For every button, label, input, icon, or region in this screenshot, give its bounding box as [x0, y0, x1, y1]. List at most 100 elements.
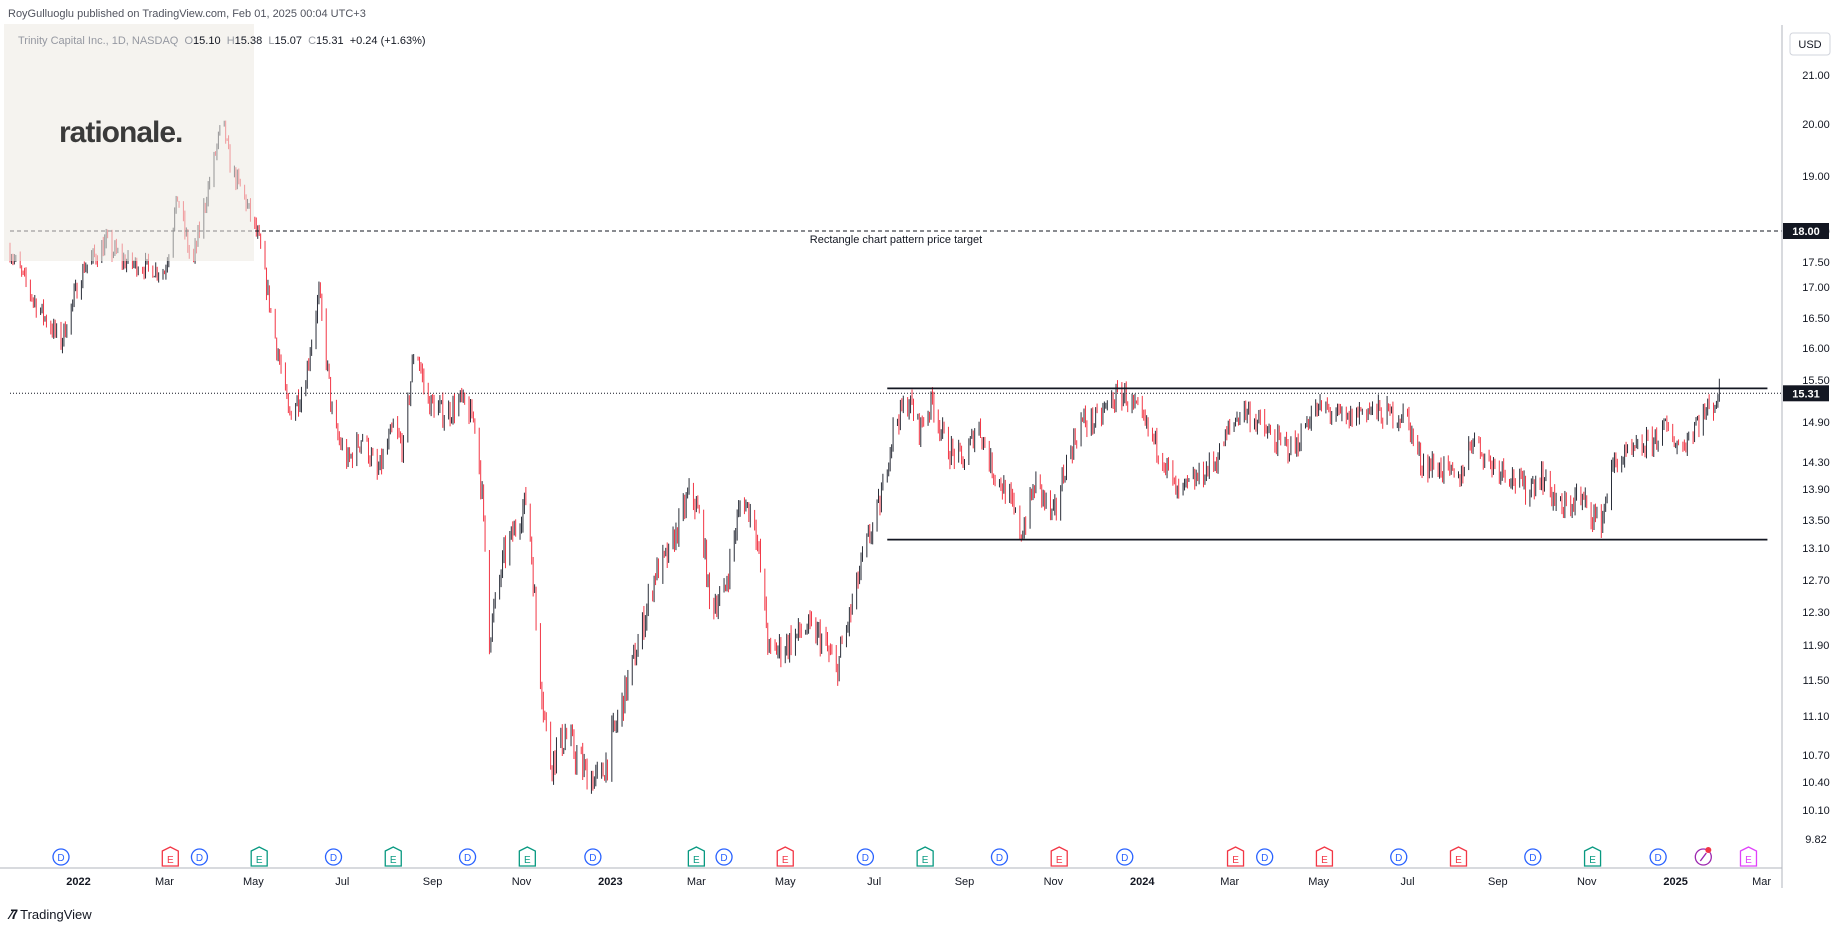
earnings-marker-icon — [384, 846, 402, 867]
earnings-marker-icon — [1050, 846, 1068, 867]
earnings-marker-label: E — [167, 855, 174, 866]
price-tick-label: 14.30 — [1802, 457, 1830, 469]
dividend-marker-icon — [52, 848, 70, 866]
price-tick-label: 21.00 — [1802, 70, 1830, 82]
earnings-marker-label: E — [1321, 855, 1328, 866]
earnings-marker-label: E — [1455, 855, 1462, 866]
earnings-marker-icon — [161, 846, 179, 867]
time-tick-label: May — [1308, 876, 1329, 888]
dividend-marker-label: D — [330, 853, 337, 864]
price-tick-label: 11.50 — [1803, 675, 1830, 687]
earnings-marker-icon — [250, 846, 268, 867]
dividend-marker-label: D — [996, 853, 1003, 864]
price-tick-label: 17.00 — [1802, 282, 1830, 294]
dividend-marker-icon — [1390, 848, 1408, 866]
dividend-marker-icon — [190, 848, 209, 866]
18.00-badge-label: 18.00 — [1792, 226, 1820, 238]
time-tick-label: May — [775, 876, 796, 888]
dividend-marker-icon — [1116, 848, 1134, 866]
price-tick-label: 14.90 — [1802, 417, 1830, 429]
dividend-marker-icon — [1256, 848, 1274, 866]
dividend-marker-label: D — [57, 853, 64, 864]
price-tick-label: 13.10 — [1802, 543, 1830, 555]
dividend-marker-label: D — [1529, 853, 1536, 864]
dividend-marker-label: D — [1261, 853, 1268, 864]
legend-symbol: Trinity Capital Inc., 1D, NASDAQ — [18, 35, 179, 47]
price-tick-label: 17.50 — [1802, 257, 1830, 269]
earnings-marker-icon — [776, 846, 794, 867]
legend-close: 15.31 — [316, 35, 344, 47]
price-tick-label: 11.10 — [1803, 711, 1830, 723]
dividend-marker-label: D — [720, 853, 727, 864]
price-tick-label: 20.00 — [1802, 119, 1830, 131]
earnings-marker-icon — [1315, 846, 1334, 867]
price-tick-label: 12.70 — [1802, 575, 1830, 587]
earnings-marker-icon — [687, 846, 706, 867]
earnings-marker-label: E — [256, 855, 263, 866]
split-marker-slash — [1699, 852, 1707, 862]
earnings-marker-label: E — [390, 855, 397, 866]
dividend-marker-icon — [584, 848, 602, 866]
price-tick-label: 16.50 — [1802, 313, 1830, 325]
symbol-legend: Trinity Capital Inc., 1D, NASDAQ O15.10 … — [18, 35, 426, 47]
legend-low-label: L — [268, 35, 275, 47]
price-tick-label: 11.90 — [1803, 640, 1830, 652]
last-price-badge-label: 15.31 — [1792, 388, 1820, 400]
time-tick-label: Sep — [1488, 876, 1508, 888]
legend-open-label: O — [184, 35, 194, 47]
price-tick-label: 19.00 — [1802, 171, 1830, 183]
tradingview-logo-icon: ⁄7 — [10, 906, 18, 922]
earnings-marker-icon — [916, 846, 934, 867]
dividend-marker-icon — [856, 848, 875, 866]
legend-high-label: H — [226, 35, 235, 47]
dividend-marker-label: D — [1121, 853, 1128, 864]
dividend-marker-icon — [715, 848, 733, 866]
price-tick-label: 13.90 — [1802, 484, 1830, 496]
time-tick-label: Nov — [1044, 876, 1064, 888]
earnings-marker-icon — [1449, 846, 1468, 867]
earnings-marker-label: E — [1589, 855, 1596, 866]
price-tick-label: 10.70 — [1802, 750, 1830, 762]
price-axis: USD 21.00 20.00 19.00 18.00 17.50 17.00 16.50 16… — [1781, 25, 1831, 888]
legend-open: 15.10 — [193, 35, 221, 47]
time-tick-label: Sep — [423, 876, 443, 888]
pattern-lines: Rectangle chart pattern price target — [10, 230, 1782, 541]
time-tick-label: 2023 — [598, 876, 622, 888]
price-tick-label: 15.50 — [1802, 375, 1830, 387]
time-tick-label: May — [243, 876, 264, 888]
legend-low: 15.07 — [274, 35, 302, 47]
footer-brand-text: TradingView — [20, 906, 92, 922]
earnings-marker-icon — [518, 846, 536, 867]
earnings-marker-label: E — [782, 855, 789, 866]
currency-box — [1789, 32, 1831, 56]
time-tick-label: 2025 — [1663, 876, 1687, 888]
earnings-marker-label: E — [922, 855, 929, 866]
time-tick-label: Mar — [155, 876, 174, 888]
price-tick-label: 10.10 — [1802, 805, 1830, 817]
dividend-marker-label: D — [1655, 853, 1662, 864]
time-tick-label: 2022 — [66, 876, 90, 888]
time-tick-label: Jul — [335, 876, 349, 888]
legend-change: +0.24 (+1.63%) — [349, 35, 426, 47]
time-tick-label: Sep — [955, 876, 975, 888]
earnings-marker-label: E — [1232, 855, 1239, 866]
dividend-marker-icon — [990, 848, 1009, 866]
footer-brand[interactable]: ⁄7 TradingView — [10, 906, 92, 922]
price-tick-label: 12.30 — [1802, 607, 1830, 619]
time-tick-label: Jul — [867, 876, 881, 888]
dividend-marker-icon — [1649, 848, 1667, 866]
currency-label: USD — [1798, 39, 1821, 51]
price-tick-label: 10.40 — [1802, 777, 1830, 789]
price-tick-label: 9.82 — [1805, 834, 1826, 846]
earnings-marker-label: E — [524, 855, 531, 866]
earnings-marker-label: E — [693, 855, 700, 866]
earnings-marker-icon — [1739, 846, 1758, 867]
dividend-marker-icon — [324, 848, 343, 866]
logo-text: rationale. — [59, 116, 183, 149]
dividend-marker-label: D — [464, 853, 471, 864]
dividend-marker-label: D — [1395, 853, 1402, 864]
time-tick-label: Mar — [1220, 876, 1239, 888]
dividend-marker-icon — [458, 848, 477, 866]
